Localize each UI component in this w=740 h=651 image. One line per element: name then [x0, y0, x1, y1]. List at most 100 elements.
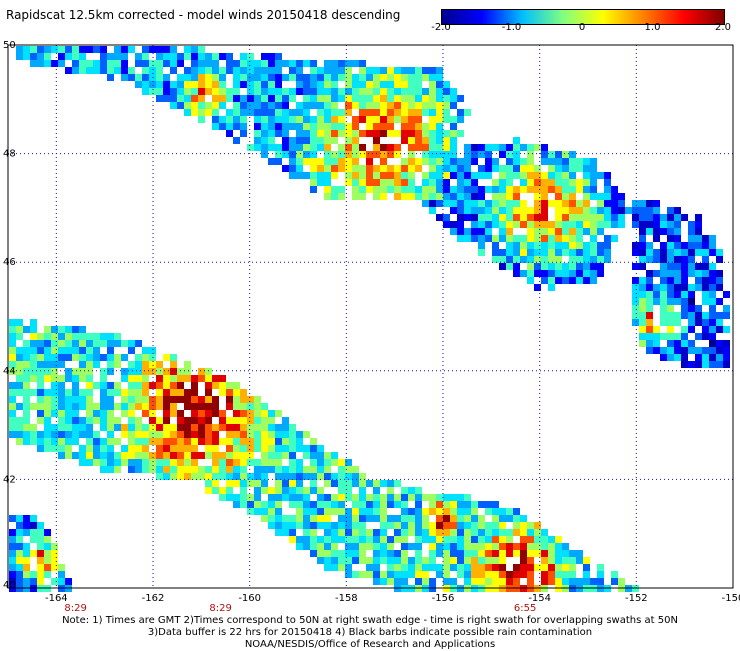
wind-cell [674, 291, 681, 298]
wind-cell [450, 508, 457, 515]
wind-cell [16, 550, 23, 557]
wind-cell [44, 53, 51, 60]
wind-cell [527, 214, 534, 221]
wind-cell [226, 67, 233, 74]
wind-cell [373, 151, 380, 158]
wind-cell [135, 340, 142, 347]
wind-cell [107, 67, 114, 74]
wind-cell [86, 389, 93, 396]
wind-cell [583, 249, 590, 256]
wind-cell [688, 256, 695, 263]
wind-cell [23, 389, 30, 396]
wind-cell [338, 501, 345, 508]
wind-cell [527, 536, 534, 543]
wind-cell [247, 81, 254, 88]
wind-cell [16, 326, 23, 333]
wind-cell [436, 130, 443, 137]
wind-cell [324, 550, 331, 557]
wind-cell [478, 144, 485, 151]
wind-cell [212, 445, 219, 452]
wind-cell [205, 81, 212, 88]
wind-cell [345, 536, 352, 543]
wind-cell [681, 284, 688, 291]
wind-cell [450, 193, 457, 200]
wind-cell [114, 417, 121, 424]
wind-cell [16, 46, 23, 53]
wind-cell [219, 466, 226, 473]
wind-cell [576, 200, 583, 207]
wind-cell [331, 81, 338, 88]
wind-cell [632, 277, 639, 284]
wind-cell [268, 74, 275, 81]
wind-cell [450, 137, 457, 144]
wind-cell [464, 214, 471, 221]
wind-cell [121, 340, 128, 347]
wind-cell [282, 74, 289, 81]
wind-cell [366, 172, 373, 179]
wind-cell [478, 214, 485, 221]
wind-cell [289, 123, 296, 130]
wind-cell [380, 95, 387, 102]
wind-cell [205, 74, 212, 81]
wind-cell [562, 277, 569, 284]
wind-cell [688, 326, 695, 333]
wind-cell [639, 207, 646, 214]
wind-cell [534, 214, 541, 221]
wind-cell [16, 333, 23, 340]
wind-cell [667, 354, 674, 361]
wind-cell [268, 501, 275, 508]
wind-cell [296, 515, 303, 522]
colorbar-tick-label: 0 [578, 22, 586, 33]
wind-cell [135, 382, 142, 389]
wind-cell [9, 403, 16, 410]
wind-cell [646, 242, 653, 249]
wind-cell [464, 207, 471, 214]
wind-cell [149, 452, 156, 459]
wind-cell [282, 417, 289, 424]
wind-cell [338, 564, 345, 571]
colorbar-tick-label: 2.0 [715, 22, 731, 33]
wind-cell [597, 193, 604, 200]
wind-cell [583, 172, 590, 179]
wind-cell [408, 543, 415, 550]
wind-cell [471, 522, 478, 529]
wind-cell [317, 543, 324, 550]
wind-cell [338, 123, 345, 130]
wind-cell [401, 137, 408, 144]
wind-cell [338, 165, 345, 172]
wind-cell [513, 235, 520, 242]
wind-cell [660, 228, 667, 235]
wind-cell [191, 102, 198, 109]
wind-cell [191, 389, 198, 396]
wind-cell [394, 116, 401, 123]
wind-cell [254, 403, 261, 410]
wind-cell [408, 508, 415, 515]
wind-cell [317, 501, 324, 508]
wind-cell [72, 452, 79, 459]
wind-cell [478, 557, 485, 564]
wind-cell [520, 522, 527, 529]
wind-cell [289, 480, 296, 487]
wind-cell [170, 53, 177, 60]
wind-cell [520, 235, 527, 242]
wind-cell [37, 438, 44, 445]
wind-cell [65, 46, 72, 53]
wind-cell [660, 312, 667, 319]
wind-cell [219, 67, 226, 74]
wind-cell [660, 298, 667, 305]
wind-cell [296, 487, 303, 494]
wind-cell [457, 550, 464, 557]
wind-cell [58, 564, 65, 571]
wind-cell [331, 480, 338, 487]
wind-cell [338, 557, 345, 564]
wind-cell [324, 508, 331, 515]
wind-cell [37, 550, 44, 557]
wind-cell [240, 452, 247, 459]
wind-cell [16, 368, 23, 375]
wind-cell [345, 102, 352, 109]
wind-cell [30, 319, 37, 326]
wind-cell [9, 564, 16, 571]
wind-cell [170, 473, 177, 480]
wind-cell [184, 438, 191, 445]
wind-cell [317, 116, 324, 123]
